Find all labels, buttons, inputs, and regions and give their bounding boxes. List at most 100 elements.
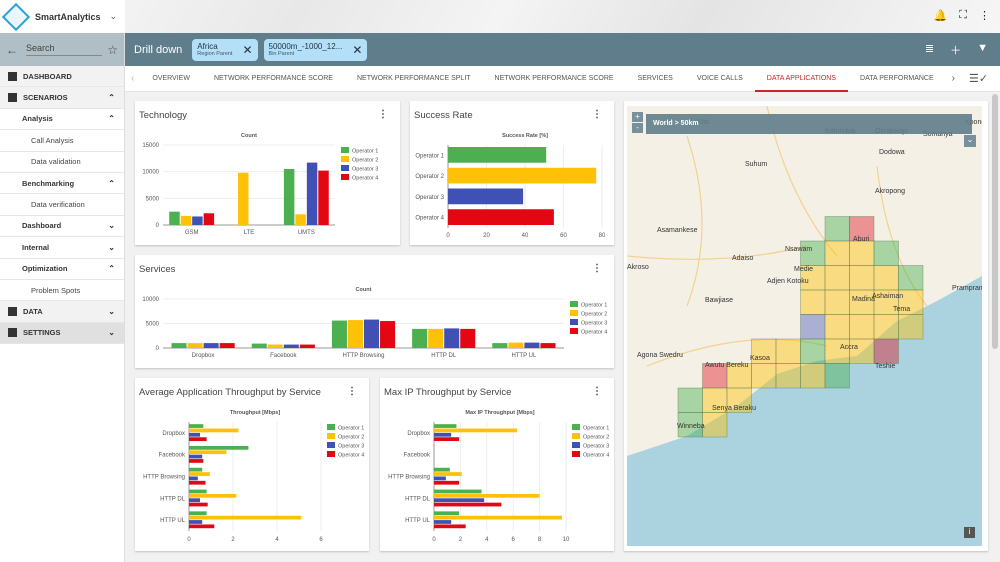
close-icon[interactable]: ✕: [352, 42, 363, 57]
bar[interactable]: [251, 343, 267, 348]
bar[interactable]: [492, 343, 508, 348]
map-cell[interactable]: [849, 338, 875, 364]
bar[interactable]: [448, 147, 547, 163]
bar[interactable]: [189, 498, 200, 503]
map-cell[interactable]: [898, 265, 924, 291]
map-cell[interactable]: [824, 216, 850, 242]
sidebar-item-settings[interactable]: SETTINGS ⌄: [0, 322, 124, 345]
map-cell[interactable]: [702, 412, 728, 438]
bar[interactable]: [203, 343, 219, 348]
more-vert-icon[interactable]: ⋮: [998, 72, 1000, 85]
expand-icon[interactable]: ⌄: [964, 135, 976, 147]
bar[interactable]: [189, 437, 207, 442]
sidebar-item-dashboard[interactable]: Dashboard ⌄: [0, 216, 124, 238]
map-cell[interactable]: [751, 363, 777, 389]
bar[interactable]: [347, 320, 363, 348]
chevron-up-icon[interactable]: ⌃: [108, 93, 115, 103]
sidebar-item-scenarios[interactable]: SCENARIOS ⌃: [0, 87, 124, 109]
bar[interactable]: [434, 489, 482, 494]
bar[interactable]: [189, 424, 204, 428]
bar[interactable]: [460, 328, 476, 348]
map-cell[interactable]: [800, 363, 826, 389]
bar[interactable]: [189, 515, 302, 520]
tab-overview[interactable]: OVERVIEW: [152, 74, 190, 82]
align-icon[interactable]: ≣: [924, 43, 935, 55]
bar[interactable]: [428, 328, 444, 348]
bar[interactable]: [448, 188, 524, 205]
sidebar-item-internal[interactable]: Internal ⌄: [0, 237, 124, 259]
bar[interactable]: [306, 162, 318, 225]
map-cell[interactable]: [726, 387, 752, 413]
bar[interactable]: [434, 498, 485, 503]
tab-services[interactable]: SERVICES: [637, 74, 673, 82]
map-cell[interactable]: [824, 289, 850, 315]
search-input[interactable]: Search: [26, 43, 102, 56]
map-cell[interactable]: [800, 289, 826, 315]
bar[interactable]: [434, 493, 540, 498]
tabs-prev-icon[interactable]: ‹: [131, 73, 135, 84]
bar[interactable]: [267, 344, 283, 348]
bar[interactable]: [189, 472, 210, 476]
map-cell[interactable]: [800, 265, 826, 291]
more-vert-icon[interactable]: ⋮: [592, 109, 602, 120]
map-cell[interactable]: [824, 363, 850, 389]
filter-chip[interactable]: 50000m_-1000_12... Bin Parent ✕: [263, 38, 368, 61]
map-cell[interactable]: [775, 338, 801, 364]
bar[interactable]: [434, 502, 502, 507]
bar[interactable]: [434, 520, 452, 524]
bar[interactable]: [448, 167, 597, 184]
sidebar-item-data-validation[interactable]: Data validation: [0, 152, 124, 173]
map-cell[interactable]: [800, 338, 826, 364]
bar[interactable]: [180, 215, 192, 225]
bar[interactable]: [434, 467, 450, 472]
add-icon[interactable]: ＋: [950, 45, 962, 57]
map-cell[interactable]: [800, 240, 826, 266]
chevron-down-icon[interactable]: ⌄: [108, 328, 115, 338]
map-cell[interactable]: [873, 338, 899, 364]
back-arrow-icon[interactable]: ←: [6, 42, 18, 57]
tabs-next-icon[interactable]: ›: [951, 73, 955, 84]
sidebar-item-problem-spots[interactable]: Problem Spots: [0, 280, 124, 302]
filter-chip[interactable]: Africa Region Parent ✕: [192, 38, 258, 61]
bar[interactable]: [189, 502, 208, 507]
bar[interactable]: [434, 428, 518, 433]
map-cell[interactable]: [800, 314, 826, 340]
bar[interactable]: [318, 170, 329, 225]
bar[interactable]: [189, 480, 206, 485]
tab-voice-calls[interactable]: VOICE CALLS: [696, 74, 743, 82]
tab-network-performance-score[interactable]: NETWORK PERFORMANCE SCORE: [494, 74, 614, 82]
map-cell[interactable]: [824, 240, 850, 266]
sidebar-item-data[interactable]: DATA ⌄: [0, 301, 124, 323]
bar[interactable]: [434, 480, 460, 485]
bar[interactable]: [192, 216, 203, 225]
chevron-down-icon[interactable]: ⌄: [108, 242, 115, 252]
bell-icon[interactable]: 🔔: [933, 10, 948, 22]
map-cell[interactable]: [824, 338, 850, 364]
bar[interactable]: [434, 437, 460, 442]
map-cell[interactable]: [677, 387, 703, 413]
more-vert-icon[interactable]: ⋮: [378, 109, 388, 120]
bar[interactable]: [295, 214, 306, 225]
map-cell[interactable]: [849, 314, 875, 340]
map-cell[interactable]: [677, 412, 703, 438]
bar[interactable]: [364, 319, 380, 348]
more-vert-icon[interactable]: ⋮: [979, 10, 990, 22]
bar[interactable]: [189, 450, 227, 455]
bar[interactable]: [434, 432, 452, 437]
bar[interactable]: [540, 343, 556, 348]
bar[interactable]: [283, 169, 295, 225]
sidebar-item-call-analysis[interactable]: Call Analysis: [0, 130, 124, 152]
map-cell[interactable]: [873, 240, 899, 266]
zoom-out-button[interactable]: -: [632, 123, 643, 133]
star-icon[interactable]: ☆: [107, 42, 118, 57]
tab-data-applications[interactable]: DATA APPLICATIONS: [754, 66, 849, 92]
info-icon[interactable]: i: [964, 527, 975, 538]
more-vert-icon[interactable]: ⋮: [347, 386, 357, 397]
bar[interactable]: [189, 493, 237, 498]
more-vert-icon[interactable]: ⋮: [592, 386, 602, 397]
bar[interactable]: [299, 344, 315, 348]
bar[interactable]: [169, 211, 180, 225]
bar[interactable]: [189, 520, 203, 524]
bar[interactable]: [189, 454, 203, 459]
bar[interactable]: [283, 344, 299, 348]
